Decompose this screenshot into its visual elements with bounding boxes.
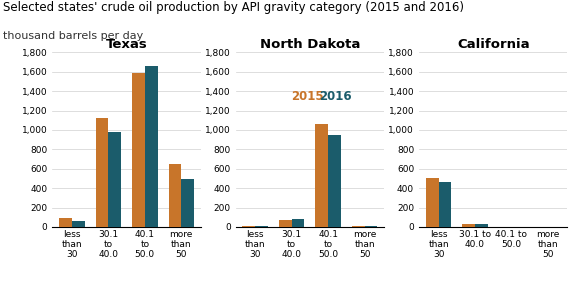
- Bar: [475, 223, 488, 227]
- Bar: [108, 132, 121, 227]
- Bar: [181, 179, 194, 227]
- Bar: [426, 178, 439, 227]
- Text: Selected states' crude oil production by API gravity category (2015 and 2016): Selected states' crude oil production by…: [3, 1, 464, 15]
- Bar: [145, 66, 158, 227]
- Title: California: California: [457, 38, 530, 51]
- Bar: [364, 226, 377, 227]
- Bar: [243, 226, 255, 227]
- Bar: [462, 223, 475, 227]
- Bar: [328, 135, 341, 227]
- Text: 2015: 2015: [290, 90, 323, 102]
- Bar: [279, 220, 292, 227]
- Bar: [292, 219, 304, 227]
- Title: Texas: Texas: [106, 38, 147, 51]
- Text: 2016: 2016: [319, 90, 352, 102]
- Bar: [132, 73, 145, 227]
- Bar: [169, 164, 181, 227]
- Text: thousand barrels per day: thousand barrels per day: [3, 31, 143, 40]
- Bar: [255, 226, 268, 227]
- Bar: [72, 221, 84, 227]
- Bar: [439, 182, 451, 227]
- Bar: [59, 218, 72, 227]
- Bar: [95, 118, 108, 227]
- Bar: [352, 226, 364, 227]
- Title: North Dakota: North Dakota: [260, 38, 360, 51]
- Bar: [315, 124, 328, 227]
